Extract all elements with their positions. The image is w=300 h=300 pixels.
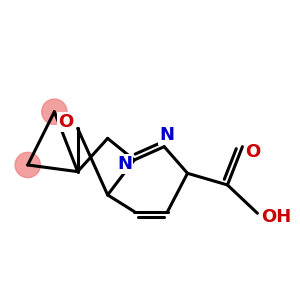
Circle shape [15, 152, 40, 178]
Text: OH: OH [261, 208, 291, 226]
Circle shape [42, 99, 67, 124]
Text: N: N [117, 155, 132, 173]
Text: N: N [159, 126, 174, 144]
Text: O: O [245, 143, 260, 161]
Text: O: O [58, 113, 73, 131]
